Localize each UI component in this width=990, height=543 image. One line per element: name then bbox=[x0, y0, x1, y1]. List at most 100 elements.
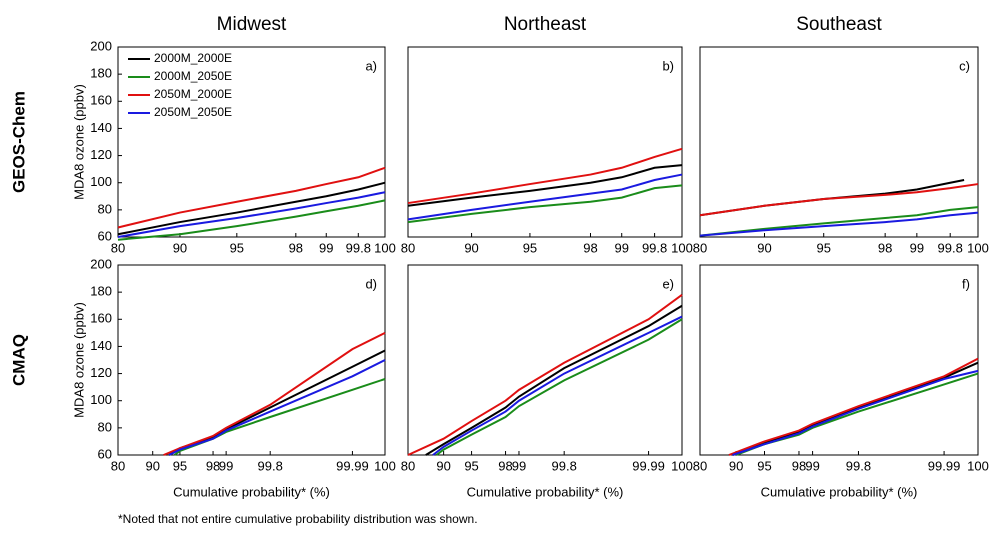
data-line bbox=[168, 359, 386, 456]
data-line bbox=[425, 304, 683, 456]
x-tick-label: 99.8 bbox=[938, 240, 963, 255]
x-tick-label: 99.99 bbox=[632, 458, 665, 473]
x-tick-label: 95 bbox=[816, 240, 830, 255]
data-line bbox=[699, 211, 979, 237]
plot-frame bbox=[407, 264, 683, 456]
data-line bbox=[407, 147, 683, 205]
x-tick-label: 90 bbox=[173, 240, 187, 255]
y-tick-label: 140 bbox=[90, 120, 112, 135]
plot-frame bbox=[699, 264, 979, 456]
panel-title: Northeast bbox=[504, 14, 587, 35]
data-line bbox=[432, 315, 683, 456]
y-tick-label: 180 bbox=[90, 66, 112, 81]
panel-annotation: a) bbox=[365, 58, 377, 73]
x-tick-label: 90 bbox=[436, 458, 450, 473]
x-tick-label: 90 bbox=[757, 240, 771, 255]
x-tick-label: 80 bbox=[401, 458, 415, 473]
data-line bbox=[728, 357, 979, 456]
x-tick-label: 90 bbox=[145, 458, 159, 473]
x-tick-label: 95 bbox=[757, 458, 771, 473]
data-line bbox=[732, 369, 979, 456]
legend-label: 2050M_2050E bbox=[154, 105, 232, 119]
y-tick-label: 120 bbox=[90, 365, 112, 380]
x-tick-label: 99 bbox=[512, 458, 526, 473]
panel-annotation: f) bbox=[962, 276, 970, 291]
x-tick-label: 98 bbox=[878, 240, 892, 255]
y-tick-label: 100 bbox=[90, 174, 112, 189]
x-tick-label: 80 bbox=[401, 240, 415, 255]
x-tick-label: 100 bbox=[374, 240, 396, 255]
x-tick-label: 99 bbox=[805, 458, 819, 473]
x-tick-label: 95 bbox=[173, 458, 187, 473]
y-tick-label: 120 bbox=[90, 147, 112, 162]
x-axis-label: Cumulative probability* (%) bbox=[761, 484, 918, 499]
data-line bbox=[699, 183, 979, 217]
panel-title: Southeast bbox=[796, 14, 882, 35]
legend-label: 2050M_2000E bbox=[154, 87, 232, 101]
x-tick-label: 100 bbox=[671, 458, 693, 473]
x-tick-label: 90 bbox=[464, 240, 478, 255]
y-tick-label: 60 bbox=[98, 228, 112, 243]
row-label: CMAQ bbox=[9, 334, 28, 386]
y-tick-label: 80 bbox=[98, 201, 112, 216]
panel-annotation: b) bbox=[662, 58, 674, 73]
x-tick-label: 95 bbox=[464, 458, 478, 473]
x-tick-label: 99 bbox=[319, 240, 333, 255]
x-axis-label: Cumulative probability* (%) bbox=[467, 484, 624, 499]
x-tick-label: 99 bbox=[614, 240, 628, 255]
data-line bbox=[407, 294, 683, 456]
x-tick-label: 99 bbox=[910, 240, 924, 255]
data-line bbox=[117, 166, 386, 229]
data-line bbox=[117, 199, 386, 241]
legend-label: 2000M_2050E bbox=[154, 69, 232, 83]
panel-annotation: d) bbox=[365, 276, 377, 291]
x-tick-label: 90 bbox=[729, 458, 743, 473]
data-line bbox=[407, 173, 683, 221]
y-tick-label: 200 bbox=[90, 38, 112, 53]
plot-frame bbox=[117, 46, 386, 238]
panel-annotation: c) bbox=[959, 58, 970, 73]
legend-label: 2000M_2000E bbox=[154, 51, 232, 65]
data-line bbox=[435, 318, 683, 456]
x-tick-label: 98 bbox=[498, 458, 512, 473]
x-tick-label: 99.8 bbox=[642, 240, 667, 255]
x-tick-label: 99.8 bbox=[258, 458, 283, 473]
plot-frame bbox=[117, 264, 386, 456]
x-tick-label: 99.99 bbox=[336, 458, 369, 473]
x-tick-label: 98 bbox=[792, 458, 806, 473]
y-tick-label: 200 bbox=[90, 256, 112, 271]
data-line bbox=[163, 331, 386, 456]
data-line bbox=[732, 361, 979, 456]
data-line bbox=[117, 191, 386, 238]
data-line bbox=[173, 378, 386, 456]
plot-frame bbox=[699, 46, 979, 238]
y-tick-label: 160 bbox=[90, 311, 112, 326]
x-tick-label: 100 bbox=[967, 458, 989, 473]
x-axis-label: Cumulative probability* (%) bbox=[173, 484, 330, 499]
panel-title: Midwest bbox=[217, 14, 287, 35]
data-line bbox=[699, 206, 979, 237]
y-tick-label: 100 bbox=[90, 392, 112, 407]
x-tick-label: 98 bbox=[206, 458, 220, 473]
panel-annotation: e) bbox=[662, 276, 674, 291]
data-line bbox=[407, 164, 683, 207]
y-tick-label: 80 bbox=[98, 419, 112, 434]
x-tick-label: 80 bbox=[111, 240, 125, 255]
y-tick-label: 60 bbox=[98, 446, 112, 461]
x-tick-label: 80 bbox=[693, 458, 707, 473]
data-line bbox=[407, 184, 683, 224]
y-tick-label: 180 bbox=[90, 284, 112, 299]
x-tick-label: 98 bbox=[289, 240, 303, 255]
x-tick-label: 100 bbox=[671, 240, 693, 255]
y-axis-label: MDA8 ozone (ppbv) bbox=[71, 84, 86, 200]
x-tick-label: 80 bbox=[693, 240, 707, 255]
y-axis-label: MDA8 ozone (ppbv) bbox=[71, 302, 86, 418]
x-tick-label: 100 bbox=[374, 458, 396, 473]
x-tick-label: 95 bbox=[523, 240, 537, 255]
data-line bbox=[735, 372, 979, 456]
x-tick-label: 100 bbox=[967, 240, 989, 255]
y-tick-label: 160 bbox=[90, 93, 112, 108]
x-tick-label: 99.99 bbox=[928, 458, 961, 473]
row-label: GEOS-Chem bbox=[9, 91, 28, 193]
x-tick-label: 99.8 bbox=[846, 458, 871, 473]
